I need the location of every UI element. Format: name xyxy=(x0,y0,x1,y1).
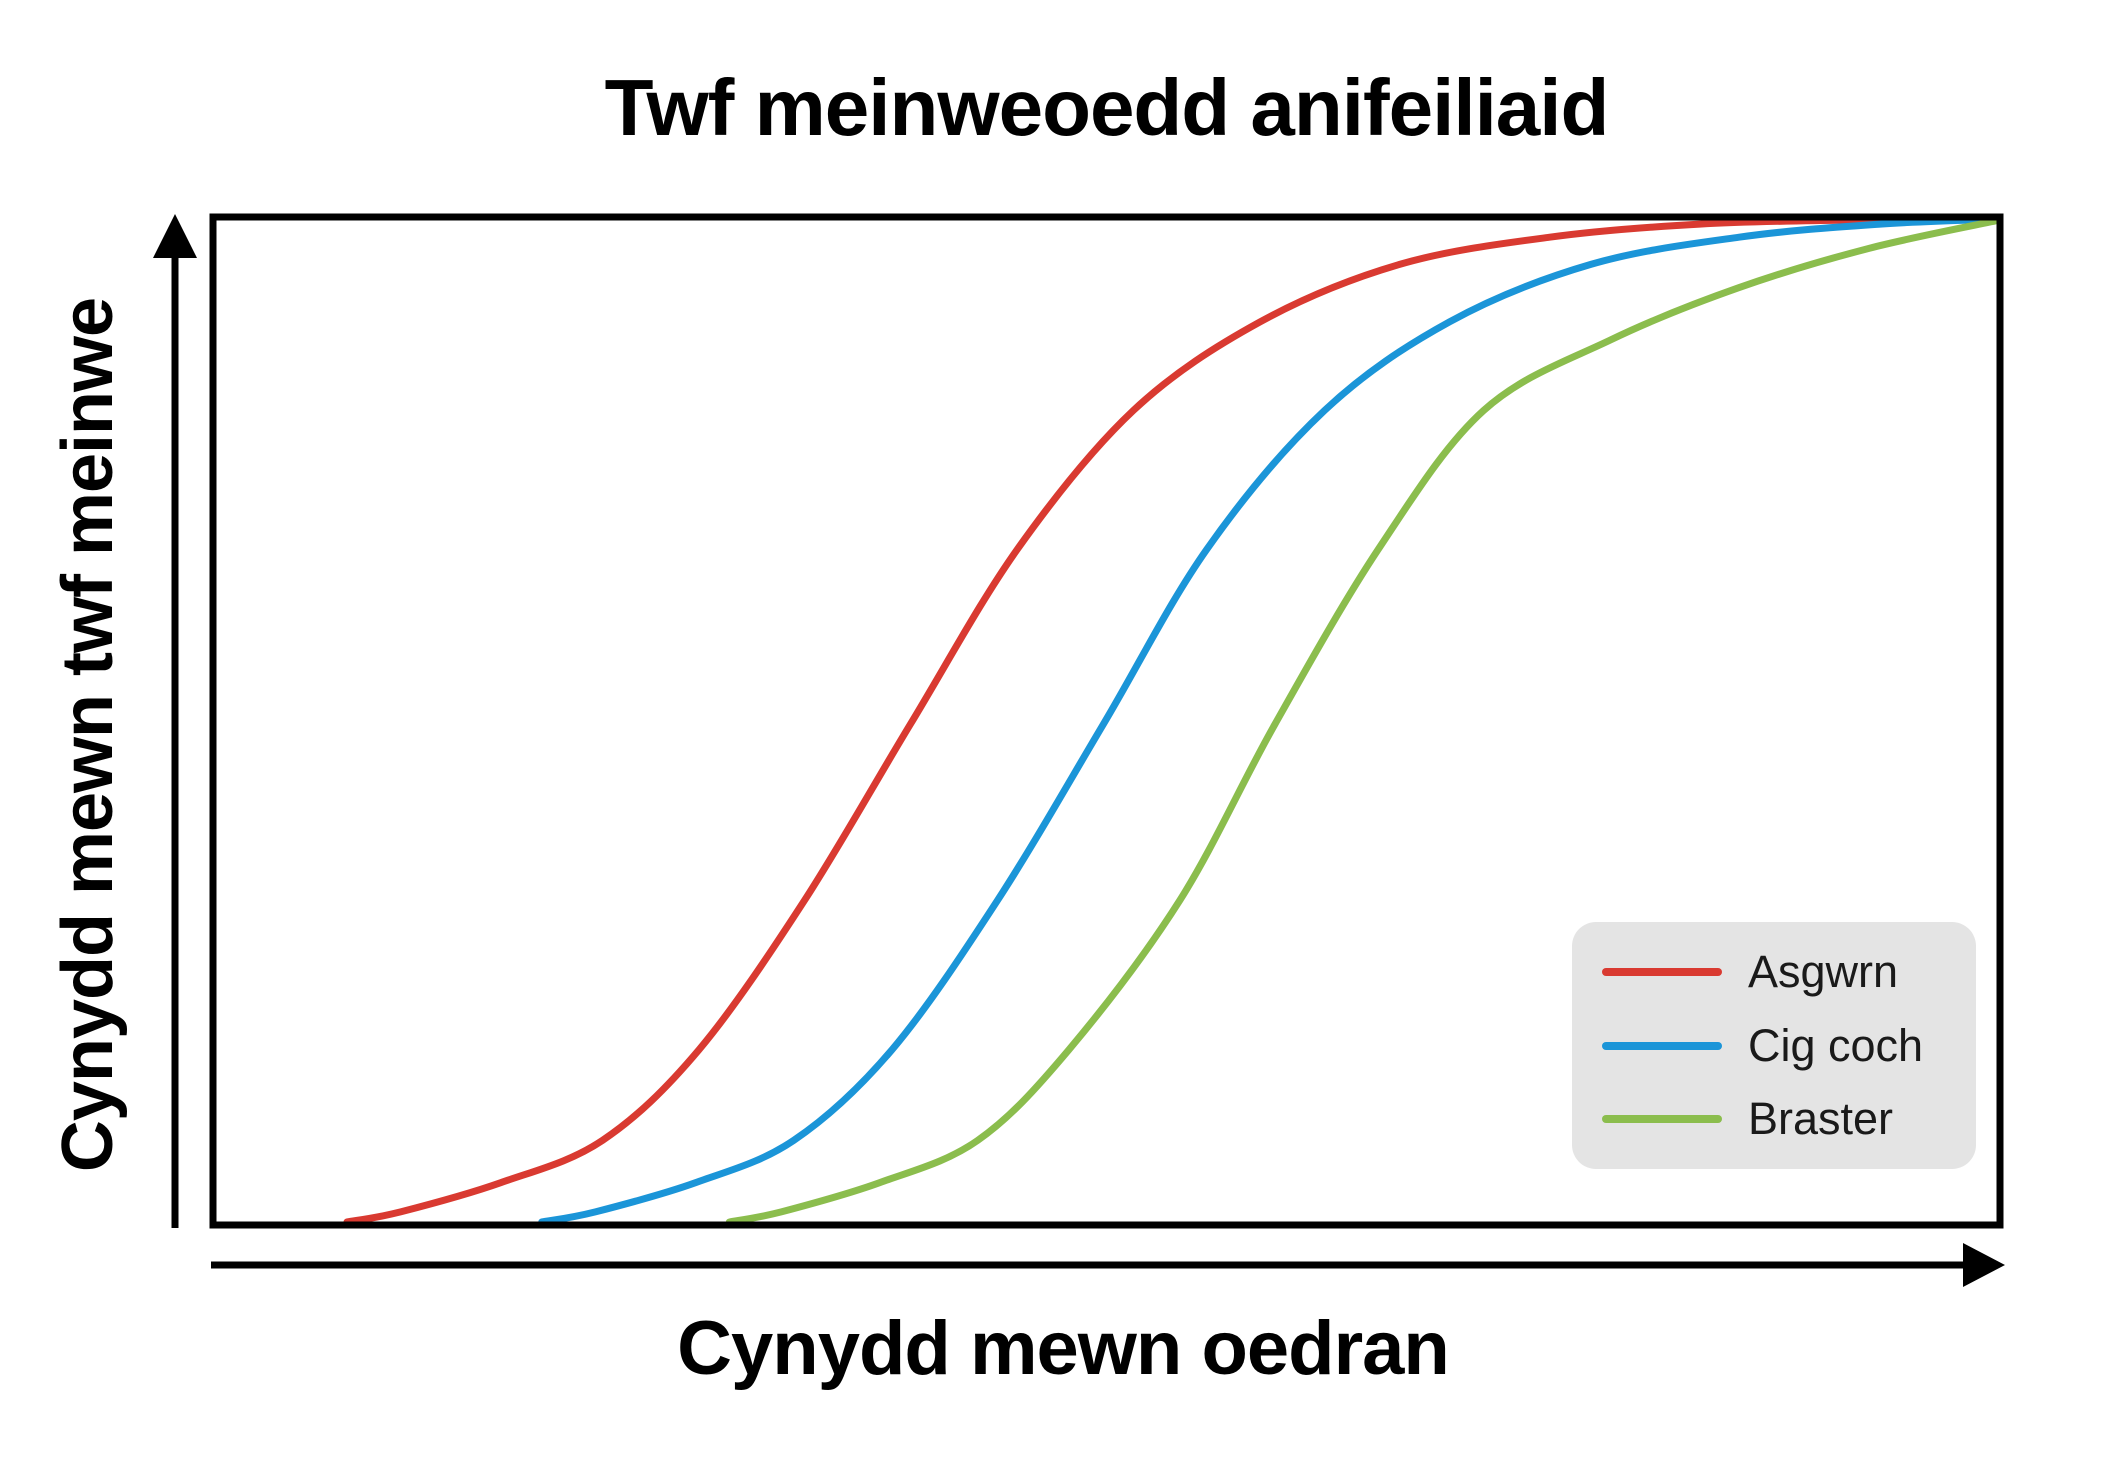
y-axis-arrowhead-icon xyxy=(153,214,197,258)
legend-label: Cig coch xyxy=(1748,1019,1924,1071)
curve-braster xyxy=(725,216,2004,1226)
legend-marker-line xyxy=(1602,1115,1722,1123)
y-axis-label: Cynydd mewn twf meinwe xyxy=(48,297,128,1173)
legend-label: Asgwrn xyxy=(1748,946,1899,997)
plot-border xyxy=(209,213,2004,1229)
x-axis-arrowhead-icon xyxy=(1963,1243,2005,1287)
legend-item: Braster xyxy=(1602,1093,1976,1145)
curve-lines xyxy=(343,214,2004,1226)
legend-marker-line xyxy=(1602,1041,1722,1050)
chart-title: Twf meinweoedd anifeiliaid xyxy=(604,63,1610,152)
legend-item: Asgwrn xyxy=(1602,946,1976,998)
curve-asgwrn xyxy=(343,214,2004,1226)
legend: Asgwrn Cig coch Braster xyxy=(1572,922,1976,1169)
legend-label: Braster xyxy=(1748,1093,1894,1144)
x-axis-label: Cynydd mewn oedran xyxy=(677,1306,1450,1391)
legend-marker-line xyxy=(1602,968,1722,976)
curve-cig-coch xyxy=(538,215,2004,1226)
legend-item: Cig coch xyxy=(1602,1020,1976,1072)
